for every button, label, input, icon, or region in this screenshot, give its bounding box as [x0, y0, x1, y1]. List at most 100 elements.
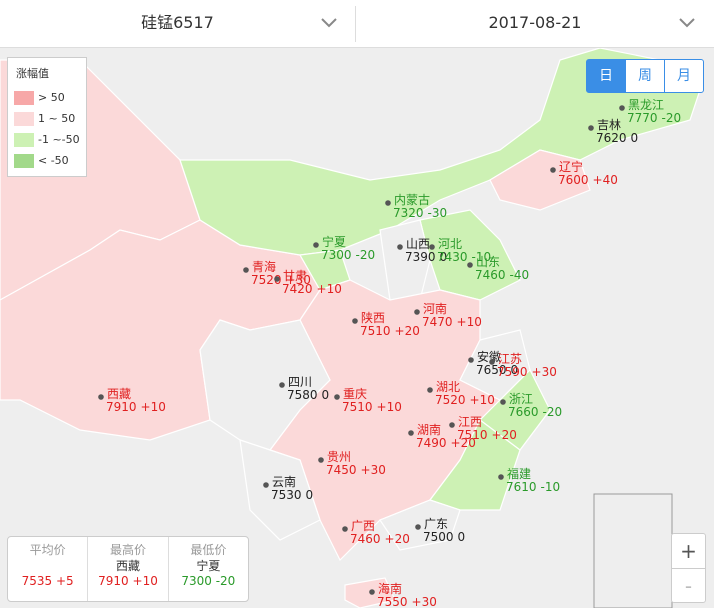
legend-label: -1 ~-50	[38, 133, 80, 146]
province-value: 7660 -20	[508, 405, 562, 419]
province: 宁夏	[196, 559, 221, 573]
province-value: 7300 -20	[321, 248, 375, 262]
price: 7660	[508, 405, 539, 419]
legend-swatch	[14, 132, 34, 147]
label: 平均价	[29, 543, 66, 557]
tab[interactable]: 月	[664, 60, 703, 92]
price: 7910	[98, 574, 129, 588]
legend-item: < -50	[8, 150, 86, 171]
change: +10	[141, 400, 166, 414]
province-dot	[414, 309, 420, 315]
province-dot	[397, 244, 403, 250]
label: 最低价	[190, 543, 227, 557]
zoom-in[interactable]: +	[680, 539, 697, 563]
change: +10	[132, 574, 158, 588]
product: 硅锰6517	[141, 13, 214, 32]
province-dot	[500, 399, 506, 405]
price: 7390	[405, 250, 436, 264]
province-name: 河北	[438, 237, 462, 251]
province-dot	[318, 457, 324, 463]
legend-item: > 50	[8, 87, 86, 108]
price: 7490	[416, 436, 447, 450]
province-dot	[313, 242, 319, 248]
province-name: 宁夏	[322, 234, 346, 249]
change: -10	[472, 250, 492, 264]
legend-item: 1 ~ 50	[8, 108, 86, 129]
province: 西藏	[115, 559, 140, 573]
value: 7910 +10	[88, 574, 167, 589]
date: 2017-08-21	[488, 13, 582, 32]
price: 7620	[596, 131, 627, 145]
province-name: 山东	[476, 255, 500, 269]
price: 7520	[251, 273, 282, 287]
date-select[interactable]: 2017-08-21	[356, 0, 714, 47]
zoom-out[interactable]: -	[672, 568, 705, 603]
price: 7320	[393, 206, 424, 220]
province-dot	[243, 267, 249, 273]
change: 0	[306, 488, 314, 502]
price: 7510	[360, 324, 391, 338]
change: +5	[56, 574, 74, 588]
province-value: 7320 -30	[393, 206, 447, 220]
price: 7535	[21, 574, 53, 588]
province-value: 7430 -10	[437, 250, 491, 264]
price: 7650	[476, 363, 507, 377]
province-name: 湖北	[436, 379, 460, 394]
province-name: 青海	[252, 259, 276, 274]
change: -20	[543, 405, 563, 419]
province-value: 7460 -40	[475, 268, 529, 282]
province-dot	[352, 318, 358, 324]
legend-label: 1 ~ 50	[38, 112, 76, 125]
legend-swatch	[14, 90, 34, 105]
tab[interactable]: 日	[587, 60, 625, 92]
regions	[0, 47, 714, 608]
price: 7450	[326, 463, 357, 477]
legend-label: > 50	[38, 91, 65, 104]
change: +10	[317, 282, 342, 296]
spacer	[8, 559, 87, 574]
province-name: 海南	[378, 581, 402, 596]
price: 7300	[181, 574, 212, 588]
province-name: 山西	[406, 237, 430, 251]
province-value: 7600 +40	[558, 173, 618, 187]
province-dot	[279, 382, 285, 388]
province-name: 贵州	[327, 450, 351, 464]
change: -40	[510, 268, 530, 282]
price: 7600	[558, 173, 589, 187]
summary-lowest: 最低价 宁夏 7300 -20	[167, 537, 248, 601]
chevron	[321, 18, 337, 28]
province-dot	[489, 359, 495, 365]
divider	[355, 6, 356, 42]
province-value: 7390 0	[405, 250, 447, 264]
product-select[interactable]: 硅锰6517	[0, 0, 355, 47]
price: 7300	[321, 248, 352, 262]
province-value: 7450 +30	[326, 463, 386, 477]
province-name: 甘肃	[283, 269, 307, 283]
change: +30	[412, 595, 437, 608]
change: -30	[428, 206, 448, 220]
change: 0	[458, 530, 466, 544]
price: 7460	[350, 532, 381, 546]
province-name: 云南	[272, 474, 296, 489]
price: 7610	[506, 480, 537, 494]
legend-item: -1 ~-50	[8, 129, 86, 150]
province-dot	[274, 276, 280, 282]
tab[interactable]: 周	[625, 60, 664, 92]
province-dot	[498, 474, 504, 480]
province-name: 江苏	[498, 352, 522, 366]
province-dot	[263, 482, 269, 488]
change: +20	[395, 324, 420, 338]
province-value: 7620 0	[596, 131, 638, 145]
price: 7500	[423, 530, 454, 544]
price: 7530	[271, 488, 302, 502]
change: +20	[451, 436, 476, 450]
header: 硅锰6517 2017-08-21	[0, 0, 714, 48]
change: 0	[440, 250, 448, 264]
change: 0	[511, 363, 519, 377]
province-name: 广西	[351, 519, 375, 533]
price: 7510	[457, 428, 488, 442]
change: +20	[492, 428, 517, 442]
province-dot	[449, 422, 455, 428]
province-value: 7530 0	[271, 488, 313, 502]
